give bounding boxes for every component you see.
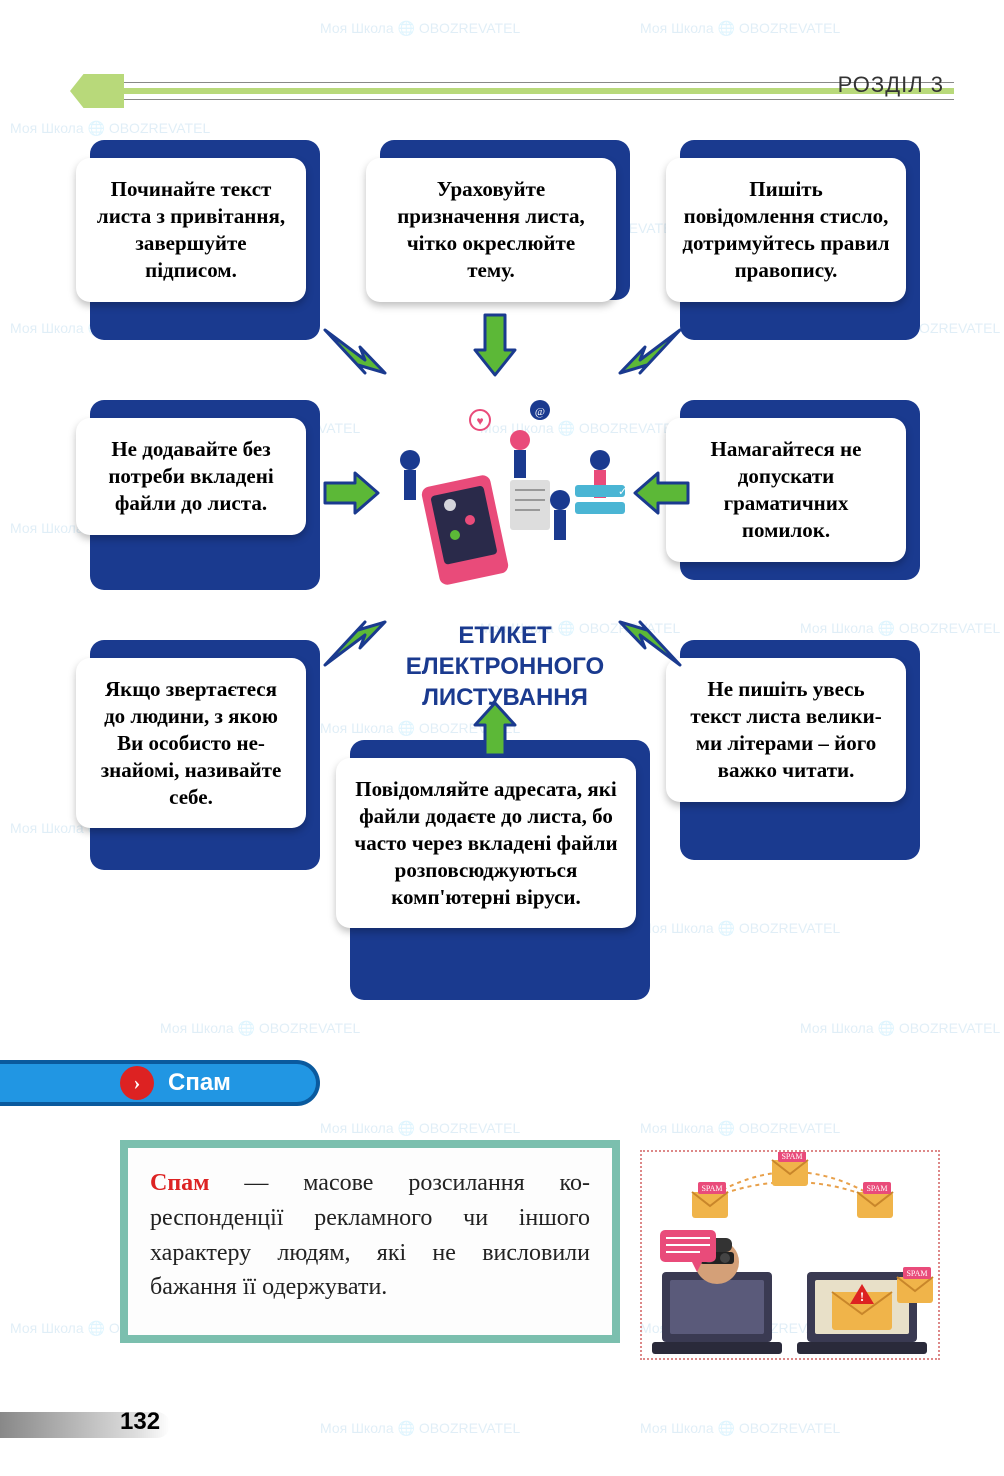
arrow-icon — [630, 470, 690, 516]
card-top-center: Ураховуйте призначення листа, чітко окре… — [366, 158, 616, 302]
definition-term: Спам — [150, 1170, 210, 1196]
svg-text:✓: ✓ — [618, 486, 627, 498]
card-bot-left: Якщо звертає­теся до люди­ни, з якою Ви … — [76, 658, 306, 828]
svg-text:SPAM: SPAM — [866, 1184, 887, 1193]
arrow-icon — [615, 325, 685, 385]
svg-text:SPAM: SPAM — [906, 1269, 927, 1278]
card-top-right: Пишіть повідомлення стисло, дотри­муйтес… — [666, 158, 906, 302]
spam-definition-box: Спам — масове розсилання ко­респонденції… — [120, 1140, 620, 1343]
definition-body: — масове розсилання ко­респонденції рекл… — [150, 1170, 590, 1300]
card-top-left: Починайте текст листа з привітання, заве… — [76, 158, 306, 302]
header-divider — [124, 88, 954, 94]
svg-text:SPAM: SPAM — [701, 1184, 722, 1193]
spam-banner-label: Спам — [168, 1069, 231, 1097]
page-number: 132 — [120, 1408, 160, 1436]
card-bot-right: Не пишіть увесь текст листа велики­ми лі… — [666, 658, 906, 802]
arrow-icon — [470, 310, 520, 380]
center-illustration: ♥ @ ✓ — [380, 390, 640, 590]
svg-text:♥: ♥ — [476, 414, 483, 428]
card-mid-left: Не додавайте без потреби вкладені файли … — [76, 418, 306, 535]
header-chevron-icon — [70, 74, 124, 108]
etiquette-diagram: Починайте текст листа з привітання, заве… — [70, 140, 930, 1040]
diagram-center-title: ЕТИКЕТ ЕЛЕКТРОННОГО ЛИСТУВАННЯ — [380, 620, 630, 714]
card-mid-right: Намагайтеся не допускати граматичних пом… — [666, 418, 906, 562]
arrow-icon — [320, 470, 380, 516]
svg-text:SPAM: SPAM — [781, 1152, 802, 1161]
svg-text:@: @ — [535, 406, 545, 418]
arrow-icon — [320, 325, 390, 385]
chevron-right-icon: › — [120, 1066, 154, 1100]
section-label: РОЗДІЛ 3 — [838, 72, 944, 98]
spam-section-banner: › Спам — [0, 1060, 320, 1106]
svg-text:!: ! — [860, 1289, 864, 1304]
card-bot-center: Повідомляйте адре­сата, які файли додає­… — [336, 758, 636, 928]
header-bar — [70, 74, 954, 108]
spam-illustration: SPAM SPAM SPAM ! SPAM — [640, 1150, 940, 1360]
